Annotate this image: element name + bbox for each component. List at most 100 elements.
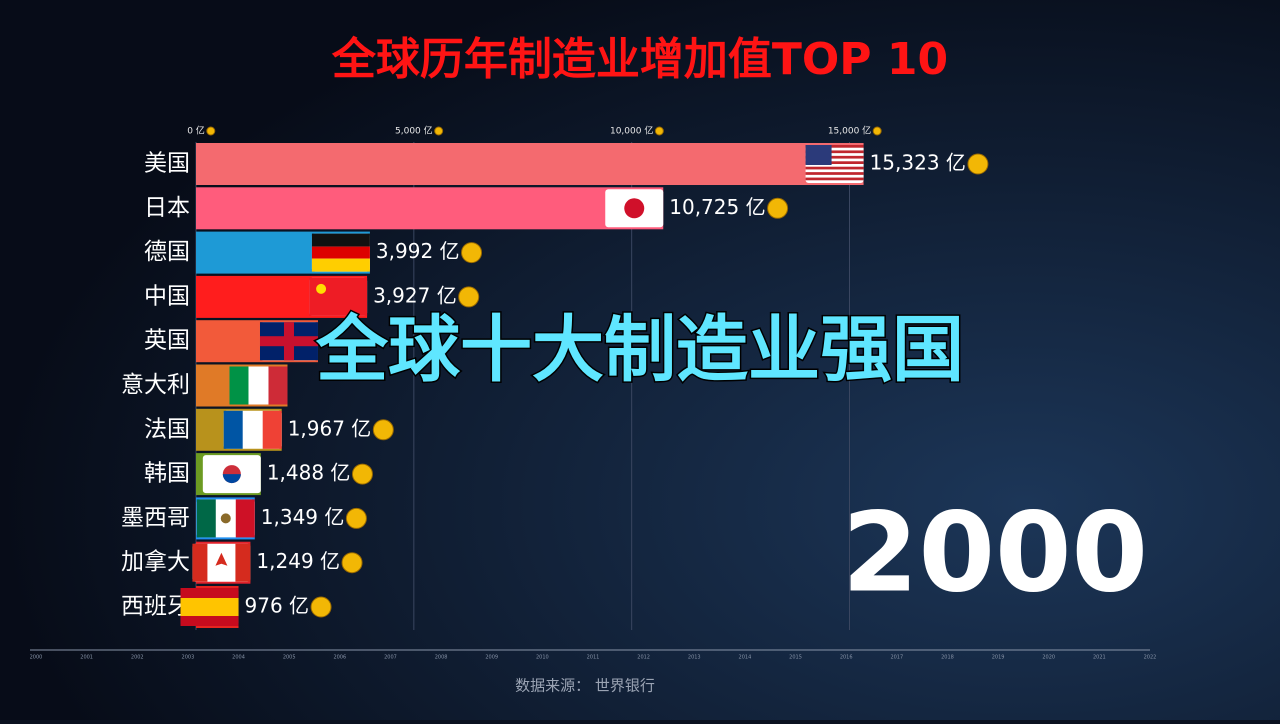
timeline-label: 2022 (1144, 655, 1157, 661)
coin-icon (461, 242, 483, 264)
coin-icon (434, 126, 444, 136)
flag-part (180, 598, 239, 616)
flag-part (805, 150, 864, 154)
timeline-label: 2020 (1042, 655, 1055, 661)
timeline-label: 2013 (688, 655, 701, 661)
x-tick-label: 0 亿 (187, 125, 205, 137)
timeline-label: 2005 (283, 655, 296, 661)
flag-part (229, 366, 249, 405)
timeline-label: 2018 (941, 655, 954, 661)
bar (196, 187, 664, 230)
value-label: 1,249 亿 (256, 549, 340, 573)
plot: 0 亿 5,000 亿 10,000 亿 15,000 亿美国 15,323 亿日本 10… (121, 125, 989, 630)
flag (192, 543, 251, 582)
flag (202, 455, 261, 494)
flag (180, 588, 239, 626)
coin-icon (654, 126, 664, 136)
timeline-label: 2003 (182, 655, 195, 661)
timeline-label: 2007 (384, 655, 397, 661)
category-label: 加拿大 (121, 548, 190, 575)
flag-part (220, 513, 231, 524)
chart-title: 全球历年制造业增加值TOP 10 (331, 34, 948, 85)
coin-icon (767, 197, 789, 219)
flag-part (309, 277, 368, 316)
flag-part (222, 474, 241, 484)
flag-part (196, 499, 216, 538)
timeline-label: 2004 (232, 655, 245, 661)
timeline-label: 2011 (587, 655, 600, 661)
timeline: 2000 2001 2002 2003 2004 2005 2006 2007 2008 2009… (30, 655, 1157, 661)
value-label: 10,725 亿 (669, 195, 765, 219)
category-label: 英国 (144, 328, 190, 354)
timeline-label: 2009 (485, 655, 498, 661)
timeline-label: 2017 (890, 655, 903, 661)
flag-part (235, 543, 251, 582)
x-tick-label: 5,000 亿 (395, 125, 433, 137)
category-label: 日本 (144, 195, 190, 221)
value-label: 1,349 亿 (261, 505, 345, 529)
source: 数据来源： 世界银行 (515, 677, 655, 695)
value-label: 1,967 亿 (288, 416, 372, 440)
flag-part (805, 172, 864, 175)
flag (309, 277, 368, 316)
flag-part (235, 499, 255, 538)
coin-icon (341, 552, 363, 574)
flag-part (268, 366, 288, 405)
flag-part (223, 410, 243, 449)
timeline-label: 2021 (1093, 655, 1106, 661)
flag-part (805, 155, 864, 159)
timeline-label: 2006 (333, 655, 346, 661)
flag-part (311, 258, 370, 272)
x-tick-label: 10,000 亿 (610, 125, 653, 137)
category-label: 法国 (144, 416, 190, 442)
category-label: 西班牙 (121, 594, 190, 620)
flag-part (805, 177, 864, 181)
timeline-label: 2010 (536, 655, 549, 661)
flag (605, 189, 664, 228)
flag-part (311, 233, 370, 247)
coin-icon (458, 286, 480, 308)
coin-icon (967, 153, 989, 175)
coin-icon (372, 419, 394, 441)
flag (223, 410, 282, 449)
coin-icon (351, 463, 373, 485)
timeline-label: 2008 (435, 655, 448, 661)
flag-part (805, 166, 864, 170)
flag-part (192, 543, 208, 582)
category-label: 意大利 (121, 372, 190, 398)
timeline-label: 2015 (789, 655, 802, 661)
current-year: 2000 (842, 488, 1148, 616)
value-label: 976 亿 (245, 594, 310, 618)
timeline-label: 2019 (992, 655, 1005, 661)
timeline-label: 2012 (637, 655, 650, 661)
flag (805, 145, 864, 183)
flag-part (316, 283, 327, 294)
x-tick-label: 15,000 亿 (828, 125, 871, 137)
category-label: 中国 (144, 283, 190, 309)
flag-part (311, 246, 370, 259)
flag-part (262, 410, 282, 449)
value-label: 3,927 亿 (373, 283, 457, 307)
flag-part (805, 161, 864, 164)
bar (196, 143, 864, 185)
coin-icon (345, 507, 367, 529)
overlay-text: 全球十大制造业强国 (315, 308, 964, 392)
category-label: 墨西哥 (121, 505, 190, 531)
flag-part (624, 198, 645, 219)
timeline-label: 2001 (80, 655, 93, 661)
flag-part (259, 336, 318, 347)
timeline-label: 2002 (131, 655, 144, 661)
flag (196, 499, 255, 538)
flag (311, 233, 370, 272)
category-label: 韩国 (144, 461, 190, 487)
value-label: 15,323 亿 (870, 151, 966, 175)
category-label: 德国 (144, 239, 190, 265)
flag (229, 366, 288, 405)
flag-part (805, 145, 832, 165)
timeline-label: 2000 (30, 655, 43, 661)
flag (259, 322, 318, 361)
category-label: 美国 (144, 151, 190, 177)
coin-icon (872, 126, 882, 136)
timeline-label: 2014 (739, 655, 752, 661)
